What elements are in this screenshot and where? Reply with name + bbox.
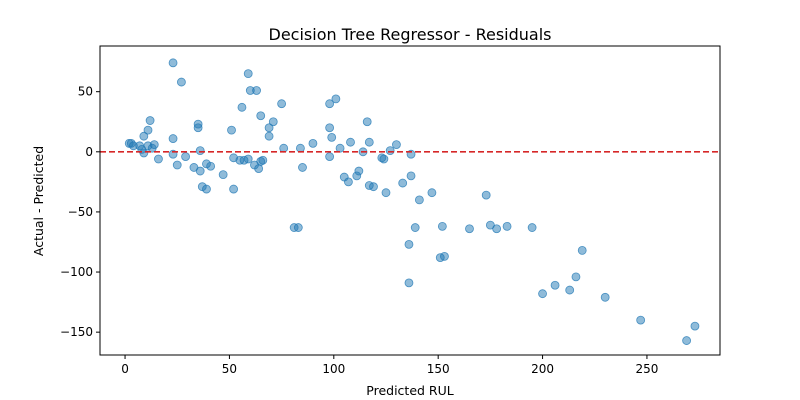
data-point <box>406 171 416 181</box>
data-point <box>550 280 560 290</box>
x-axis-label: Predicted RUL <box>366 383 453 398</box>
plot-area <box>100 58 720 345</box>
data-point <box>252 86 261 95</box>
data-point <box>206 161 216 171</box>
data-point <box>369 182 378 192</box>
data-point <box>325 152 335 162</box>
y-tick-label: 0 <box>85 145 93 159</box>
data-point <box>385 146 395 156</box>
data-point <box>254 164 264 174</box>
data-point <box>154 154 163 164</box>
data-point <box>364 137 374 147</box>
data-point <box>465 224 474 234</box>
data-point <box>392 140 401 149</box>
y-axis-label: Actual - Predicted <box>31 146 46 256</box>
data-point <box>381 188 391 198</box>
y-tick-label: −50 <box>68 205 93 219</box>
data-point <box>143 125 153 135</box>
data-point <box>268 117 278 127</box>
data-point <box>404 278 414 288</box>
data-point <box>362 117 372 127</box>
data-point <box>237 102 247 112</box>
data-point <box>344 177 353 187</box>
data-point <box>295 143 305 153</box>
data-point <box>256 111 266 121</box>
data-point <box>229 184 239 194</box>
data-point <box>277 99 287 109</box>
x-tick-label: 50 <box>222 362 237 376</box>
data-point <box>327 132 337 142</box>
data-point <box>202 184 211 194</box>
y-tick-label: −150 <box>60 325 93 339</box>
data-point <box>181 152 190 162</box>
data-point <box>427 188 437 198</box>
data-point <box>577 245 587 255</box>
data-point <box>279 143 289 153</box>
data-point <box>527 223 537 232</box>
x-tick-label: 200 <box>531 362 554 376</box>
data-point <box>565 285 575 295</box>
data-point <box>298 163 307 172</box>
data-point <box>264 131 274 141</box>
data-point <box>149 140 159 149</box>
data-point <box>571 272 581 282</box>
data-point <box>346 137 355 147</box>
data-point <box>168 58 178 68</box>
data-point <box>195 146 205 156</box>
data-point <box>258 155 268 165</box>
data-point <box>538 289 547 299</box>
y-tick-label: −100 <box>60 265 93 279</box>
data-point <box>308 138 318 148</box>
data-point <box>404 239 414 249</box>
data-point <box>177 77 186 87</box>
x-tick-label: 0 <box>121 362 129 376</box>
y-axis: −150 −100 −50 0 50 <box>60 85 100 339</box>
data-point <box>264 123 274 133</box>
y-tick-label: 50 <box>78 85 93 99</box>
data-point <box>379 154 389 164</box>
data-point <box>335 143 345 153</box>
x-tick-label: 250 <box>635 362 658 376</box>
data-point <box>690 321 700 331</box>
data-point <box>139 148 149 158</box>
plot-frame <box>99 45 721 356</box>
x-tick-label: 150 <box>427 362 450 376</box>
data-point <box>502 221 512 231</box>
data-point <box>440 252 449 261</box>
data-point <box>682 336 691 345</box>
data-point <box>437 221 447 231</box>
data-point <box>398 178 408 188</box>
data-point <box>492 224 502 234</box>
data-point <box>168 134 178 143</box>
data-point <box>218 170 228 180</box>
data-point <box>354 166 364 176</box>
x-axis: 0 50 100 150 200 250 <box>121 355 658 376</box>
data-point <box>600 292 610 302</box>
data-point <box>293 223 303 232</box>
data-point <box>481 190 491 200</box>
data-point <box>195 166 205 176</box>
data-point <box>331 94 341 104</box>
data-point <box>145 116 155 125</box>
data-point <box>139 131 149 141</box>
data-point <box>193 123 203 133</box>
chart-title: Decision Tree Regressor - Residuals <box>269 25 552 44</box>
data-point <box>325 99 335 109</box>
data-point <box>414 195 424 205</box>
x-tick-label: 100 <box>322 362 345 376</box>
data-point <box>410 223 420 232</box>
data-point <box>243 69 253 79</box>
data-point <box>636 315 646 325</box>
data-point <box>227 125 236 135</box>
data-point <box>243 154 253 164</box>
data-point <box>325 123 335 133</box>
data-point <box>172 160 182 170</box>
